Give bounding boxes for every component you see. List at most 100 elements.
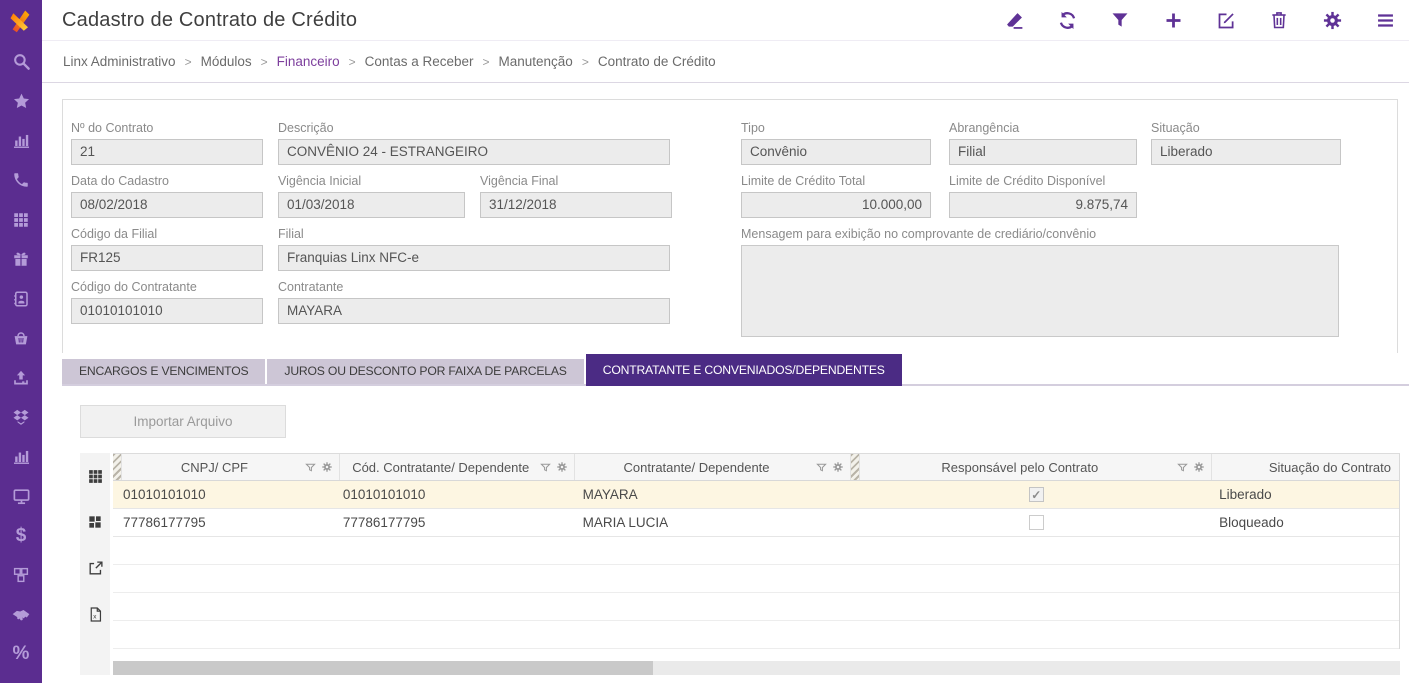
column-settings-icon[interactable] [832, 461, 844, 473]
field-label: Limite de Crédito Disponível [949, 174, 1106, 188]
codigo-contratante-input[interactable]: 01010101010 [71, 298, 263, 324]
phone-icon[interactable] [0, 161, 42, 201]
field-descricao: Descrição CONVÊNIO 24 - ESTRANGEIRO [278, 121, 670, 165]
responsavel-checkbox[interactable] [1028, 515, 1044, 530]
column-header-responsavel[interactable]: Responsável pelo Contrato [860, 454, 1213, 480]
scrollbar-thumb[interactable] [113, 661, 653, 675]
breadcrumb-item[interactable]: Módulos [200, 54, 252, 69]
responsavel-checkbox[interactable]: ✓ [1028, 487, 1044, 502]
sidebar-menu: $ % [0, 42, 42, 674]
export-excel-icon[interactable]: x [80, 591, 110, 637]
limite-disponivel-input[interactable]: 9.875,74 [949, 192, 1137, 218]
cell-situacao: Bloqueado [1219, 515, 1284, 530]
tab-bar: ENCARGOS E VENCIMENTOS JUROS OU DESCONTO… [62, 354, 1409, 386]
cell-codigo: 01010101010 [342, 487, 426, 502]
grid-header-row: CNPJ/ CPF Cód. Contratante/ Dependente [113, 454, 1399, 481]
table-row[interactable]: 77786177795 77786177795 MARIA LUCIA Bloq… [113, 509, 1399, 537]
refresh-icon[interactable] [1055, 8, 1079, 32]
delete-icon[interactable] [1267, 8, 1291, 32]
tab-encargos-e-vencimentos[interactable]: ENCARGOS E VENCIMENTOS [62, 359, 266, 384]
upload-icon[interactable] [0, 358, 42, 398]
data-cadastro-input[interactable]: 08/02/2018 [71, 192, 263, 218]
field-filial: Filial Franquias Linx NFC-e [278, 227, 670, 271]
cell-cnpj-cpf: 77786177795 [123, 515, 206, 530]
column-settings-icon[interactable] [556, 461, 568, 473]
column-header-cnpj-cpf[interactable]: CNPJ/ CPF [122, 454, 340, 480]
eraser-icon[interactable] [1002, 8, 1026, 32]
column-header-contratante-dependente[interactable]: Contratante/ Dependente [575, 454, 852, 480]
column-header-situacao-contrato[interactable]: Situação do Contrato [1268, 459, 1391, 475]
table-row[interactable]: 01010101010 01010101010 MAYARA ✓ Liberad… [113, 481, 1399, 509]
field-mensagem: Mensagem para exibição no comprovante de… [741, 227, 1339, 337]
mensagem-textarea[interactable] [741, 245, 1339, 337]
column-settings-icon[interactable] [1193, 461, 1205, 473]
menu-icon[interactable] [1373, 8, 1397, 32]
breadcrumb-item[interactable]: Contas a Receber [364, 54, 474, 69]
vigencia-final-input[interactable]: 31/12/2018 [480, 192, 672, 218]
field-abrangencia: Abrangência Filial [949, 121, 1137, 165]
table-row-empty [113, 537, 1399, 565]
field-label: Vigência Inicial [278, 174, 362, 188]
columns-grid-icon[interactable] [80, 453, 110, 499]
monitor-icon[interactable] [0, 477, 42, 517]
column-filter-icon[interactable] [1177, 462, 1188, 473]
field-label: Nº do Contrato [71, 121, 154, 135]
column-filter-icon[interactable] [539, 462, 551, 473]
handshake-icon[interactable] [0, 595, 42, 635]
contratante-input[interactable]: MAYARA [278, 298, 670, 324]
field-label: Abrangência [949, 121, 1020, 135]
field-label: Filial [278, 227, 304, 241]
column-header-cod-contratante[interactable]: Cód. Contratante/ Dependente [340, 454, 575, 480]
column-filter-icon[interactable] [816, 462, 828, 473]
horizontal-scrollbar[interactable] [113, 661, 1400, 675]
settings-gear-icon[interactable] [1320, 8, 1344, 32]
bar-chart-icon[interactable] [0, 121, 42, 161]
numero-contrato-input[interactable]: 21 [71, 139, 263, 165]
filial-input[interactable]: Franquias Linx NFC-e [278, 245, 670, 271]
breadcrumb-item[interactable]: Manutenção [498, 54, 573, 69]
filter-icon[interactable] [1108, 8, 1132, 32]
edit-icon[interactable] [1214, 8, 1238, 32]
cubes-icon[interactable] [0, 556, 42, 596]
search-icon[interactable] [0, 42, 42, 82]
column-settings-icon[interactable] [321, 461, 333, 473]
add-icon[interactable] [1161, 8, 1185, 32]
field-codigo-contratante: Código do Contratante 01010101010 [71, 280, 263, 324]
breadcrumb-item[interactable]: Linx Administrativo [63, 54, 176, 69]
descricao-input[interactable]: CONVÊNIO 24 - ESTRANGEIRO [278, 139, 670, 165]
tipo-input[interactable]: Convênio [741, 139, 931, 165]
dollar-icon[interactable]: $ [15, 524, 27, 546]
vigencia-inicial-input[interactable]: 01/03/2018 [278, 192, 465, 218]
breadcrumb-item[interactable]: Financeiro [276, 54, 340, 69]
cell-nome: MARIA LUCIA [582, 515, 669, 530]
field-data-cadastro: Data do Cadastro 08/02/2018 [71, 174, 263, 218]
situacao-input[interactable]: Liberado [1151, 139, 1341, 165]
star-icon[interactable] [0, 82, 42, 122]
percent-icon[interactable]: % [12, 643, 30, 665]
breadcrumb-item[interactable]: Contrato de Crédito [597, 54, 716, 69]
frozen-column-handle [113, 454, 122, 480]
sidebar: $ % [0, 0, 42, 683]
cards-view-icon[interactable] [80, 499, 110, 545]
bar-chart2-icon[interactable] [0, 437, 42, 477]
contacts-icon[interactable] [0, 279, 42, 319]
apps-grid-icon[interactable] [0, 200, 42, 240]
packages-icon[interactable] [0, 398, 42, 438]
breadcrumb-separator: > [581, 54, 589, 69]
table-row-empty [113, 593, 1399, 621]
column-filter-icon[interactable] [304, 462, 316, 473]
tab-juros-ou-desconto[interactable]: JUROS OU DESCONTO POR FAIXA DE PARCELAS [267, 359, 584, 384]
field-label: Data do Cadastro [71, 174, 169, 188]
frozen-column-handle [851, 454, 861, 480]
limite-total-input[interactable]: 10.000,00 [741, 192, 931, 218]
gift-icon[interactable] [0, 240, 42, 280]
svg-text:x: x [93, 613, 97, 620]
importar-arquivo-button[interactable]: Importar Arquivo [80, 405, 286, 438]
tab-contratante-e-conveniados[interactable]: CONTRATANTE E CONVENIADOS/DEPENDENTES [585, 354, 902, 386]
basket-icon[interactable] [0, 319, 42, 359]
title-bar: Cadastro de Contrato de Crédito [42, 0, 1409, 41]
open-external-icon[interactable] [80, 545, 110, 591]
codigo-filial-input[interactable]: FR125 [71, 245, 263, 271]
abrangencia-input[interactable]: Filial [949, 139, 1137, 165]
